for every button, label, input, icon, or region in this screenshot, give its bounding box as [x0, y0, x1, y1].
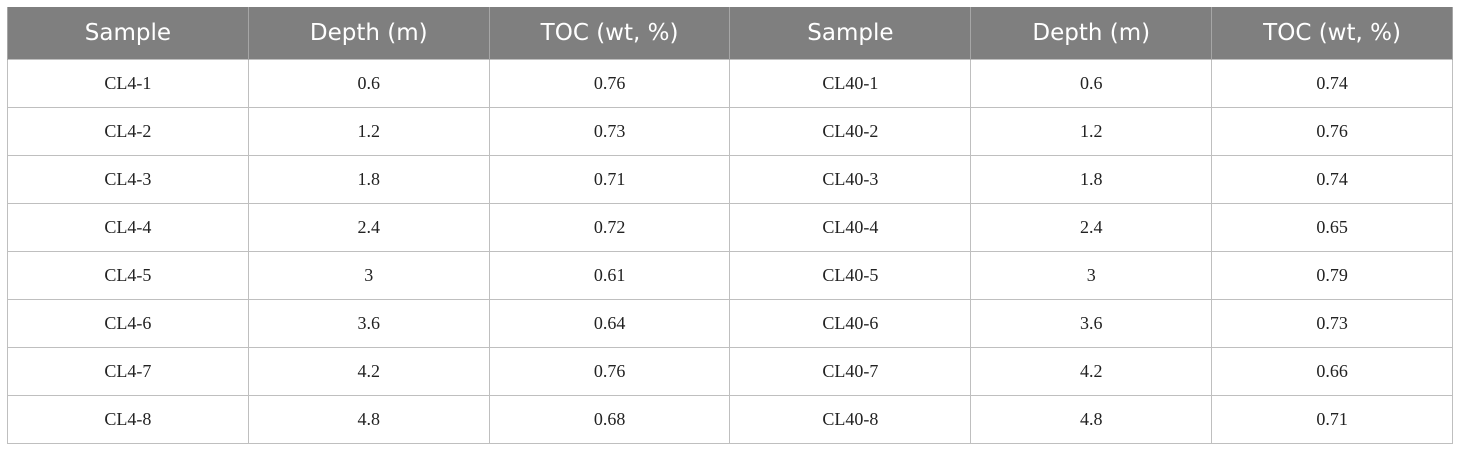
- sample-left-cell: CL4-8: [7, 395, 249, 444]
- toc-right-cell: 0.73: [1211, 299, 1453, 348]
- toc-table: Sample Depth (m) TOC (wt, %) Sample Dept…: [7, 7, 1453, 444]
- sample-left-cell: CL4-3: [7, 155, 249, 204]
- header-depth-right: Depth (m): [970, 7, 1213, 60]
- depth-right-cell: 4.2: [970, 347, 1213, 396]
- sample-right-cell: CL40-6: [729, 299, 972, 348]
- depth-left-cell: 0.6: [247, 59, 490, 108]
- toc-right-cell: 0.76: [1211, 107, 1453, 156]
- depth-right-cell: 4.8: [970, 395, 1213, 444]
- depth-right-cell: 3.6: [970, 299, 1213, 348]
- table-row: CL4-8 4.8 0.68 CL40-8 4.8 0.71: [7, 395, 1453, 444]
- toc-right-cell: 0.74: [1211, 155, 1453, 204]
- toc-right-cell: 0.74: [1211, 59, 1453, 108]
- depth-right-cell: 0.6: [970, 59, 1213, 108]
- table-row: CL4-4 2.4 0.72 CL40-4 2.4 0.65: [7, 203, 1453, 252]
- sample-left-cell: CL4-6: [7, 299, 249, 348]
- sample-right-cell: CL40-5: [729, 251, 972, 300]
- depth-left-cell: 3.6: [247, 299, 490, 348]
- sample-right-cell: CL40-4: [729, 203, 972, 252]
- toc-left-cell: 0.61: [488, 251, 731, 300]
- table-body: CL4-1 0.6 0.76 CL40-1 0.6 0.74 CL4-2 1.2 0.73 CL4…: [7, 59, 1453, 444]
- sample-left-cell: CL4-7: [7, 347, 249, 396]
- sample-left-cell: CL4-1: [7, 59, 249, 108]
- sample-right-cell: CL40-7: [729, 347, 972, 396]
- table-row: CL4-2 1.2 0.73 CL40-2 1.2 0.76: [7, 107, 1453, 156]
- sample-right-cell: CL40-1: [729, 59, 972, 108]
- depth-left-cell: 4.8: [247, 395, 490, 444]
- toc-left-cell: 0.76: [488, 347, 731, 396]
- depth-left-cell: 1.8: [247, 155, 490, 204]
- sample-right-cell: CL40-8: [729, 395, 972, 444]
- depth-left-cell: 3: [247, 251, 490, 300]
- toc-left-cell: 0.64: [488, 299, 731, 348]
- depth-right-cell: 1.2: [970, 107, 1213, 156]
- header-row: Sample Depth (m) TOC (wt, %) Sample Dept…: [7, 7, 1453, 60]
- depth-left-cell: 2.4: [247, 203, 490, 252]
- table-row: CL4-7 4.2 0.76 CL40-7 4.2 0.66: [7, 347, 1453, 396]
- toc-right-cell: 0.66: [1211, 347, 1453, 396]
- table-row: CL4-5 3 0.61 CL40-5 3 0.79: [7, 251, 1453, 300]
- sample-right-cell: CL40-3: [729, 155, 972, 204]
- sample-left-cell: CL4-4: [7, 203, 249, 252]
- toc-table-container: Sample Depth (m) TOC (wt, %) Sample Dept…: [7, 7, 1453, 444]
- toc-left-cell: 0.68: [488, 395, 731, 444]
- header-toc-left: TOC (wt, %): [488, 7, 731, 60]
- header-sample-right: Sample: [729, 7, 972, 60]
- toc-right-cell: 0.79: [1211, 251, 1453, 300]
- depth-right-cell: 2.4: [970, 203, 1213, 252]
- depth-right-cell: 1.8: [970, 155, 1213, 204]
- sample-left-cell: CL4-5: [7, 251, 249, 300]
- table-header: Sample Depth (m) TOC (wt, %) Sample Dept…: [7, 7, 1453, 60]
- header-depth-left: Depth (m): [247, 7, 490, 60]
- toc-left-cell: 0.72: [488, 203, 731, 252]
- table-row: CL4-6 3.6 0.64 CL40-6 3.6 0.73: [7, 299, 1453, 348]
- header-toc-right: TOC (wt, %): [1211, 7, 1453, 60]
- sample-right-cell: CL40-2: [729, 107, 972, 156]
- depth-right-cell: 3: [970, 251, 1213, 300]
- depth-left-cell: 4.2: [247, 347, 490, 396]
- toc-right-cell: 0.71: [1211, 395, 1453, 444]
- depth-left-cell: 1.2: [247, 107, 490, 156]
- toc-left-cell: 0.73: [488, 107, 731, 156]
- toc-left-cell: 0.71: [488, 155, 731, 204]
- header-sample-left: Sample: [7, 7, 249, 60]
- sample-left-cell: CL4-2: [7, 107, 249, 156]
- table-row: CL4-1 0.6 0.76 CL40-1 0.6 0.74: [7, 59, 1453, 108]
- table-row: CL4-3 1.8 0.71 CL40-3 1.8 0.74: [7, 155, 1453, 204]
- toc-right-cell: 0.65: [1211, 203, 1453, 252]
- toc-left-cell: 0.76: [488, 59, 731, 108]
